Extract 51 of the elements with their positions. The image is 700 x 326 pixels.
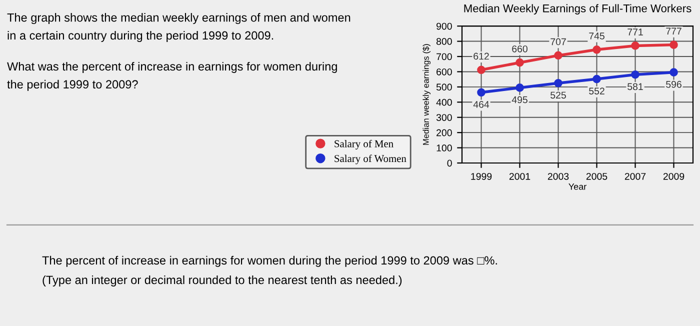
point [631,70,640,79]
y-axis-title: Median weekly earnings ($) [422,44,431,145]
data-label: 581 [628,83,643,90]
x-tick-label: 2009 [663,172,684,180]
data-label: 495 [512,96,528,104]
text: What was the percent of increase in earnings for women during [7,62,337,73]
y-tick-label: 400 [436,98,452,106]
x-tick-label: 2001 [509,172,530,180]
point [592,45,601,54]
y-tick-label: 300 [436,114,452,121]
y-tick-label: 600 [436,68,452,76]
text: The percent of increase in earnings for women during the period 1999 to 2009 was □%. [42,256,497,267]
x-axis-title: Year [568,184,586,190]
data-label: 777 [666,28,682,34]
y-tick-label: 0 [447,160,452,167]
point [554,51,562,60]
y-tick-label: 700 [436,53,452,60]
x-tick-label: 2005 [586,172,608,180]
x-tick-label: 2007 [624,172,646,180]
y-tick-label: 900 [436,22,452,30]
data-label: 464 [473,101,490,108]
x-tick-label: 1999 [471,172,492,180]
data-label: 596 [666,80,682,88]
data-label: 552 [589,88,604,94]
point [516,58,524,67]
data-label: 707 [550,38,566,46]
point [631,42,640,50]
point [592,74,601,84]
text: the period 1999 to 2009? [7,80,138,91]
data-label: 612 [474,52,489,60]
point [670,68,678,76]
point [516,84,524,92]
text: (Type an integer or decimal rounded to the nearest tenth as needed.) [42,275,402,286]
text: The graph shows the median weekly earnings of men and women [7,13,350,24]
data-label: 771 [628,28,643,36]
point [670,40,678,49]
y-tick-label: 500 [436,84,452,91]
text: in a certain country during the period 1999 to 2009. [8,30,274,42]
point [477,66,486,74]
legend-label: Salary of Women [334,154,406,164]
y-tick-label: 100 [436,144,452,152]
legend-label: Salary of Men [334,140,394,150]
data-label: 745 [589,32,604,40]
point [554,78,562,88]
y-tick-label: 200 [436,129,452,136]
x-tick-label: 2003 [548,172,569,180]
chart-title: Median Weekly Earnings of Full-Time Workers [464,4,692,14]
data-label: 660 [512,45,528,52]
y-tick-label: 800 [436,38,452,45]
point [477,88,486,97]
data-label: 525 [550,92,566,99]
